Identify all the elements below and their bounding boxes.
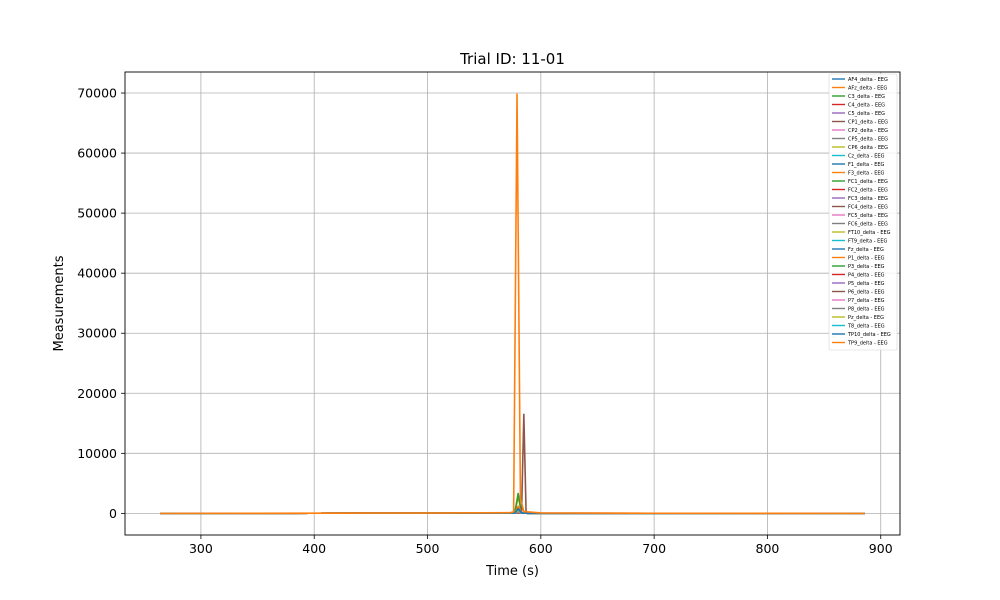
legend: AF4_delta - EEG AFz_delta - EEG C3_delta -… xyxy=(828,73,898,351)
legend-label: C5_delta - EEG xyxy=(848,111,885,117)
legend-label: FC4_delta - EEG xyxy=(848,204,888,210)
x-tick-label: 600 xyxy=(529,541,553,556)
legend-label: CP5_delta - EEG xyxy=(848,136,888,142)
legend-label: FC6_delta - EEG xyxy=(848,221,888,227)
axis-ticks: 300 400 500 600 700 800 900 0 10000 20000 30000 400… xyxy=(77,86,892,556)
legend-label: CP6_delta - EEG xyxy=(848,145,888,151)
y-tick-label: 20000 xyxy=(77,386,117,401)
legend-label: C4_delta - EEG xyxy=(848,102,885,108)
legend-label: FT10_delta - EEG xyxy=(848,230,891,236)
y-tick-label: 0 xyxy=(109,506,117,521)
series-line xyxy=(160,93,865,515)
legend-label: TP10_delta - EEG xyxy=(847,332,891,338)
legend-label: TP9_delta - EEG xyxy=(847,340,888,346)
y-axis-title: Measurements xyxy=(52,255,67,351)
y-tick-label: 10000 xyxy=(77,446,117,461)
legend-label: FT9_delta - EEG xyxy=(848,238,887,244)
y-tick-label: 50000 xyxy=(77,206,117,221)
legend-label: T8_delta - EEG xyxy=(847,323,885,329)
x-tick-label: 400 xyxy=(302,541,326,556)
y-tick-label: 60000 xyxy=(77,146,117,161)
legend-label: FC2_delta - EEG xyxy=(848,187,888,193)
legend-label: P8_delta - EEG xyxy=(848,306,885,312)
legend-label: P3_delta - EEG xyxy=(848,264,885,270)
legend-label: P5_delta - EEG xyxy=(848,281,885,287)
legend-label: P4_delta - EEG xyxy=(848,272,885,278)
x-tick-label: 500 xyxy=(416,541,440,556)
x-tick-label: 900 xyxy=(869,541,893,556)
series-lines xyxy=(160,93,865,515)
legend-label: P1_delta - EEG xyxy=(848,255,885,261)
x-tick-label: 700 xyxy=(642,541,666,556)
legend-label: C3_delta - EEG xyxy=(848,94,885,100)
legend-label: Fz_delta - EEG xyxy=(848,247,884,253)
legend-label: FC1_delta - EEG xyxy=(848,179,888,185)
plot-frame xyxy=(124,71,901,536)
legend-label: FC5_delta - EEG xyxy=(848,213,888,219)
legend-label: AFz_delta - EEG xyxy=(848,85,887,91)
legend-label: P6_delta - EEG xyxy=(848,289,885,295)
x-tick-label: 300 xyxy=(189,541,213,556)
legend-label: P7_delta - EEG xyxy=(848,298,885,304)
legend-label: AF4_delta - EEG xyxy=(848,77,888,83)
legend-label: CP2_delta - EEG xyxy=(848,128,888,134)
y-tick-label: 30000 xyxy=(77,326,117,341)
y-tick-label: 70000 xyxy=(77,86,117,101)
y-tick-label: 40000 xyxy=(77,266,117,281)
legend-label: CP1_delta - EEG xyxy=(848,119,888,125)
chart-title: Trial ID: 11-01 xyxy=(459,50,565,68)
legend-label: F1_delta - EEG xyxy=(848,162,885,168)
legend-box xyxy=(828,73,898,351)
legend-label: Pz_delta - EEG xyxy=(848,315,884,321)
legend-label: F3_delta - EEG xyxy=(848,170,885,176)
x-axis-title: Time (s) xyxy=(485,564,539,579)
legend-label: Cz_delta - EEG xyxy=(848,153,885,159)
legend-label: FC3_delta - EEG xyxy=(848,196,888,202)
x-tick-label: 800 xyxy=(756,541,780,556)
